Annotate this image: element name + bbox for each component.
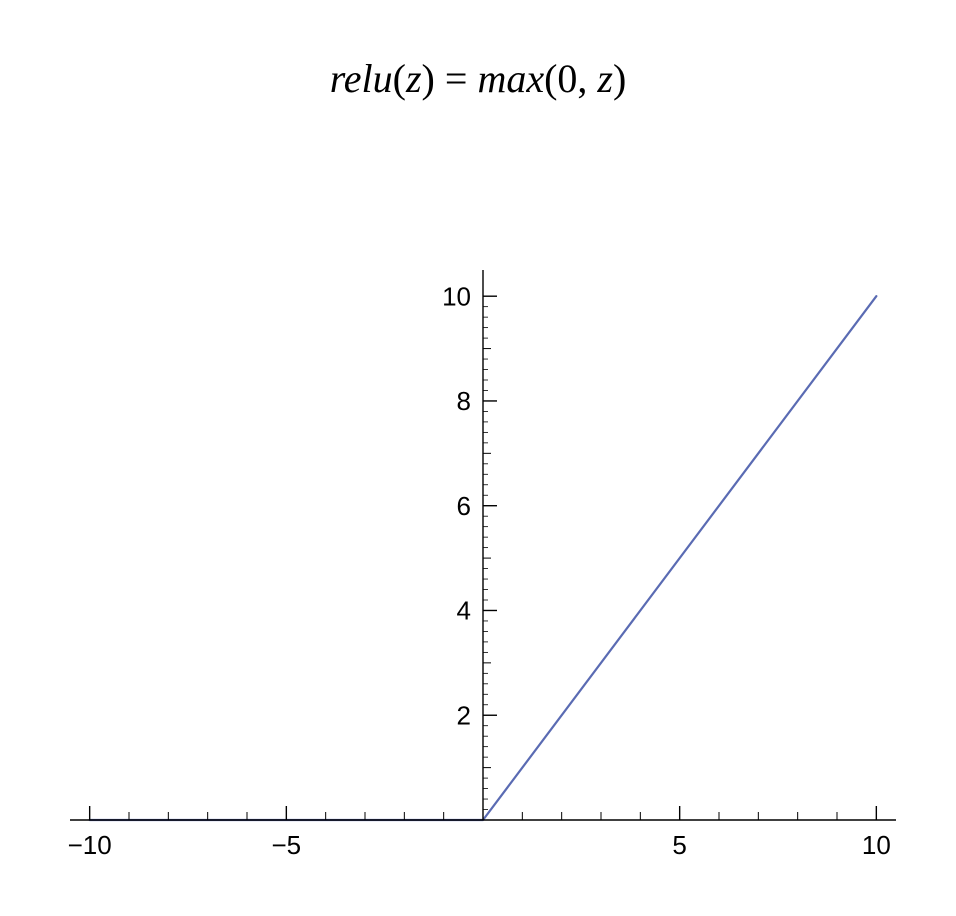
formula-rhs-arg2: z xyxy=(597,56,613,101)
paren-close-2: ) xyxy=(613,56,626,101)
chart-svg: −10 −5 5 10 2 4 6 8 10 xyxy=(30,260,926,880)
svg-text:4: 4 xyxy=(457,596,471,626)
svg-text:5: 5 xyxy=(672,830,686,860)
svg-text:10: 10 xyxy=(442,281,471,311)
paren-open-1: ( xyxy=(393,56,406,101)
formula-rhs-fn: max xyxy=(477,56,544,101)
paren-open-2: ( xyxy=(544,56,557,101)
formula-lhs-arg: z xyxy=(406,56,422,101)
formula-lhs-fn: relu xyxy=(330,56,393,101)
svg-text:−10: −10 xyxy=(68,830,112,860)
formula-equation: relu(z) = max(0, z) xyxy=(0,55,956,102)
formula-rhs-arg1: 0 xyxy=(557,56,577,101)
equals-sign: = xyxy=(445,56,468,101)
svg-text:2: 2 xyxy=(457,700,471,730)
comma: , xyxy=(577,56,597,101)
svg-text:−5: −5 xyxy=(272,830,302,860)
relu-chart: −10 −5 5 10 2 4 6 8 10 xyxy=(30,260,926,880)
svg-text:8: 8 xyxy=(457,386,471,416)
svg-text:10: 10 xyxy=(862,830,891,860)
paren-close-1: ) xyxy=(422,56,435,101)
svg-text:6: 6 xyxy=(457,491,471,521)
